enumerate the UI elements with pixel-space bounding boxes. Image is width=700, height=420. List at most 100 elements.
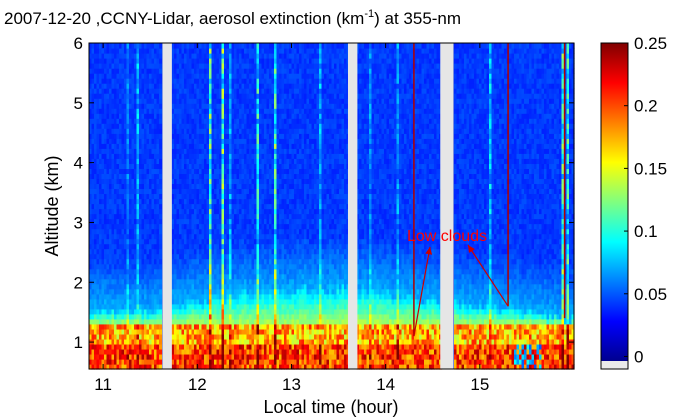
heatmap-cell	[136, 103, 140, 109]
heatmap-cell	[146, 48, 150, 54]
heatmap-cell	[179, 153, 183, 159]
heatmap-cell	[214, 193, 218, 200]
heatmap-cell	[91, 228, 95, 235]
heatmap-cell	[129, 113, 133, 119]
heatmap-cell	[244, 263, 248, 270]
heatmap-cell	[254, 263, 258, 270]
heatmap-cell	[141, 298, 145, 305]
heatmap-cell	[109, 348, 113, 355]
heatmap-cell	[234, 313, 238, 320]
heatmap-cell	[231, 308, 235, 315]
heatmap-cell	[89, 288, 93, 295]
heatmap-cell	[221, 308, 225, 315]
heatmap-cell	[219, 78, 223, 84]
heatmap-cell	[189, 43, 193, 49]
heatmap-cell	[116, 53, 120, 59]
heatmap-cell	[246, 148, 250, 154]
heatmap-cell	[246, 158, 250, 165]
heatmap-cell	[236, 348, 240, 355]
heatmap-cell	[114, 343, 118, 350]
heatmap-cell	[254, 158, 258, 165]
heatmap-cell	[121, 318, 125, 325]
heatmap-cell	[139, 168, 143, 175]
heatmap-cell	[109, 173, 113, 180]
heatmap-cell	[234, 293, 238, 300]
heatmap-cell	[146, 68, 150, 74]
heatmap-cell	[114, 303, 118, 310]
heatmap-cell	[231, 218, 235, 225]
heatmap-cell	[126, 218, 130, 225]
heatmap-cell	[224, 133, 228, 139]
heatmap-cell	[189, 318, 193, 325]
heatmap-cell	[266, 158, 270, 165]
heatmap-cell	[171, 208, 175, 215]
heatmap-cell	[234, 68, 238, 74]
heatmap-cell	[189, 53, 193, 59]
heatmap-cell	[236, 343, 240, 350]
heatmap-cell	[171, 58, 175, 64]
heatmap-cell	[231, 248, 235, 255]
heatmap-cell	[91, 328, 95, 335]
heatmap-cell	[254, 303, 258, 310]
heatmap-cell	[236, 43, 240, 49]
heatmap-cell	[251, 223, 255, 230]
heatmap-cell	[244, 133, 248, 139]
heatmap-cell	[239, 133, 243, 139]
heatmap-cell	[241, 228, 245, 235]
heatmap-cell	[266, 88, 270, 94]
heatmap-cell	[134, 188, 138, 195]
heatmap-cell	[104, 88, 108, 94]
heatmap-cell	[159, 158, 163, 165]
heatmap-cell	[251, 208, 255, 215]
heatmap-cell	[156, 78, 160, 84]
heatmap-cell	[206, 354, 210, 360]
heatmap-cell	[226, 103, 230, 109]
heatmap-cell	[269, 218, 273, 225]
heatmap-cell	[94, 288, 98, 295]
heatmap-cell	[221, 78, 225, 84]
heatmap-cell	[229, 213, 233, 220]
heatmap-cell	[151, 48, 155, 54]
heatmap-cell	[231, 193, 235, 200]
heatmap-cell	[216, 328, 220, 335]
heatmap-cell	[104, 83, 108, 89]
heatmap-cell	[249, 288, 253, 295]
heatmap-cell	[156, 343, 160, 350]
heatmap-cell	[134, 323, 138, 330]
heatmap-cell	[261, 308, 265, 315]
heatmap-cell	[151, 138, 155, 144]
heatmap-cell	[136, 93, 140, 99]
heatmap-cell	[256, 268, 260, 275]
heatmap-cell	[174, 78, 178, 84]
heatmap-cell	[246, 138, 250, 144]
heatmap-cell	[256, 338, 260, 345]
heatmap-cell	[211, 113, 215, 119]
heatmap-cell	[141, 278, 145, 285]
heatmap-cell	[226, 63, 230, 69]
heatmap-cell	[94, 103, 98, 109]
heatmap-cell	[144, 78, 148, 84]
heatmap-cell	[266, 243, 270, 250]
heatmap-cell	[114, 273, 118, 280]
heatmap-cell	[89, 83, 93, 89]
heatmap-cell	[94, 63, 98, 69]
heatmap-cell	[151, 364, 155, 370]
heatmap-cell	[134, 278, 138, 285]
heatmap-cell	[141, 364, 145, 370]
heatmap-cell	[171, 63, 175, 69]
heatmap-cell	[94, 213, 98, 220]
heatmap-cell	[206, 108, 210, 114]
heatmap-cell	[141, 313, 145, 320]
heatmap-cell	[144, 203, 148, 210]
heatmap-cell	[216, 113, 220, 119]
heatmap-cell	[149, 273, 153, 280]
heatmap-cell	[251, 308, 255, 315]
heatmap-cell	[259, 218, 263, 225]
heatmap-cell	[99, 268, 103, 275]
heatmap-cell	[234, 338, 238, 345]
heatmap-cell	[269, 313, 273, 320]
heatmap-cell	[111, 138, 115, 144]
heatmap-cell	[129, 293, 133, 300]
heatmap-cell	[109, 128, 113, 134]
heatmap-cell	[266, 228, 270, 235]
